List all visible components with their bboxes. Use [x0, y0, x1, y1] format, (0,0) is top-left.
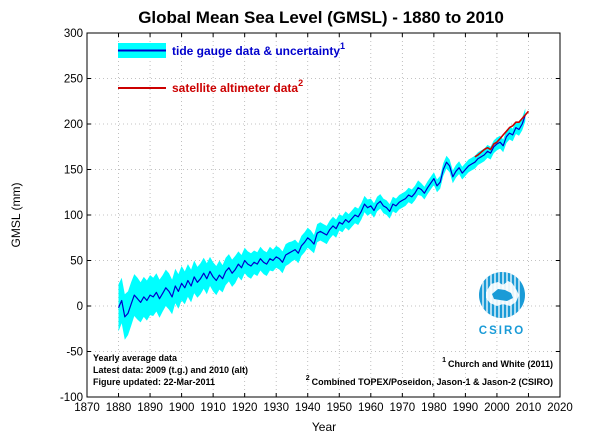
x-tick-label: 1880 [106, 402, 132, 414]
satellite-altimeter-line [474, 110, 530, 158]
csiro-logo-text: CSIRO [479, 325, 525, 337]
x-tick-label: 1960 [358, 402, 384, 414]
tide-gauge-uncertainty-band [118, 108, 526, 340]
csiro-logo-icon: CSIRO [479, 272, 525, 337]
legend-tide-label: tide gauge data & uncertainty1 [172, 41, 345, 58]
x-tick-label: 1950 [326, 402, 352, 414]
x-axis-title: Year [312, 420, 336, 434]
uncertainty-band [118, 108, 526, 340]
y-tick-labels: -100 -50 0 50 100 150 200 250 300 [60, 28, 83, 404]
x-tick-label: 2000 [484, 402, 510, 414]
reference-2: 2 Combined TOPEX/Poseidon, Jason-1 & Jaso… [306, 375, 553, 387]
y-tick-label: 250 [64, 74, 83, 86]
y-tick-label: 300 [64, 28, 83, 40]
y-tick-label: -100 [60, 392, 83, 404]
references: 1 Church and White (2011) 2 Combined TOPEX… [306, 357, 553, 387]
axis-ticks [86, 32, 561, 398]
x-tick-labels: 1870 1880 1890 1900 1910 1920 1930 1940 1950 1960… [74, 402, 573, 414]
y-tick-label: -50 [66, 347, 83, 359]
data-notes: Yearly average data Latest data: 2009 (t… [93, 353, 248, 387]
x-tick-label: 1980 [421, 402, 447, 414]
y-tick-label: 0 [77, 301, 83, 313]
x-tick-label: 1910 [200, 402, 226, 414]
x-tick-label: 2010 [516, 402, 542, 414]
grid-lines [87, 33, 560, 397]
legend-satellite-label: satellite altimeter data2 [172, 78, 303, 95]
x-tick-label: 1930 [263, 402, 289, 414]
x-tick-label: 1920 [232, 402, 258, 414]
x-tick-label: 1900 [169, 402, 195, 414]
legend: tide gauge data & uncertainty1 satellite… [118, 41, 345, 95]
y-tick-label: 150 [64, 165, 83, 177]
data-lines [117, 110, 530, 318]
y-tick-label: 200 [64, 119, 83, 131]
tide-gauge-line [117, 114, 526, 318]
note-yearly: Yearly average data [93, 353, 178, 363]
x-tick-label: 1940 [295, 402, 321, 414]
y-axis-title: GMSL (mm) [9, 183, 23, 248]
note-latest: Latest data: 2009 (t.g.) and 2010 (alt) [93, 365, 248, 375]
x-tick-label: 1970 [390, 402, 416, 414]
chart-title: Global Mean Sea Level (GMSL) - 1880 to 2… [138, 8, 504, 27]
reference-1: 1 Church and White (2011) [442, 357, 553, 369]
y-tick-label: 50 [70, 256, 83, 268]
x-tick-label: 1870 [74, 402, 100, 414]
y-tick-label: 100 [64, 210, 83, 222]
x-tick-label: 1990 [453, 402, 479, 414]
x-tick-label: 2020 [547, 402, 573, 414]
x-tick-label: 1890 [137, 402, 163, 414]
note-updated: Figure updated: 22-Mar-2011 [93, 377, 215, 387]
